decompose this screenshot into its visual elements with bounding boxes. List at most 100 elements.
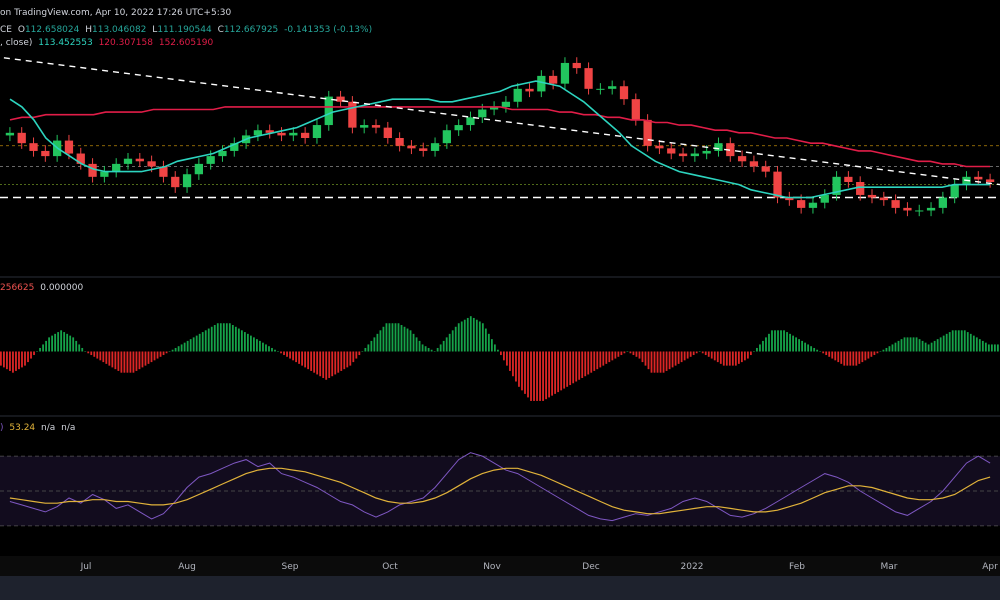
symbol-tail: CE — [0, 25, 12, 35]
macd-histogram-bar — [692, 351, 695, 356]
macd-histogram-bar — [180, 344, 183, 352]
macd-histogram-bar — [912, 337, 915, 352]
macd-histogram-bar — [87, 351, 90, 354]
time-axis: Jul Aug Sep Oct Nov Dec 2022 Feb Mar Apr — [80, 562, 999, 572]
macd-histogram-bar — [150, 351, 153, 363]
macd-histogram-bar — [289, 351, 291, 359]
price-pane — [0, 57, 1000, 217]
macd-histogram-bar — [448, 333, 451, 352]
macd-histogram-bar — [948, 332, 951, 352]
macd-histogram-bar — [307, 351, 310, 370]
macd-histogram-bar — [418, 340, 421, 352]
macd-histogram-bar — [740, 351, 743, 363]
macd-histogram-bar — [972, 335, 975, 352]
candle-body — [926, 207, 936, 211]
candle-body — [726, 143, 735, 157]
macd-histogram-bar — [662, 351, 665, 373]
candle-body — [785, 197, 794, 201]
price-header: on TradingView.com, Apr 10, 2022 17:26 U… — [0, 7, 234, 19]
macd-histogram-bar — [427, 347, 430, 352]
macd-histogram-bar — [527, 351, 529, 398]
macd-histogram-bar — [939, 337, 942, 352]
macd-histogram-bar — [12, 351, 14, 373]
macd-histogram-bar — [587, 351, 590, 375]
macd-histogram-bar — [487, 333, 490, 352]
macd-histogram-bar — [822, 351, 825, 354]
candle-body — [820, 194, 829, 203]
macd-histogram-bar — [114, 351, 117, 370]
time-axis-tick-label: Apr — [982, 562, 998, 572]
macd-histogram-bar — [496, 349, 499, 352]
macd-histogram-bar — [198, 333, 201, 352]
candle-body — [171, 176, 180, 188]
macd-histogram-bar — [798, 339, 800, 352]
macd-histogram-bar — [716, 351, 719, 363]
macd-histogram-bar — [599, 351, 602, 368]
macd-histogram-bar — [774, 330, 776, 352]
macd-histogram-bar — [596, 351, 599, 370]
candle-body — [714, 143, 723, 151]
candle-body — [501, 101, 511, 107]
macd-histogram-bar — [695, 351, 698, 354]
macd-histogram-bar — [608, 351, 611, 363]
macd-histogram-bar — [927, 344, 930, 352]
macd-histogram-bar — [265, 344, 267, 352]
macd-histogram-bar — [846, 351, 849, 366]
macd-histogram-bar — [867, 351, 870, 359]
macd-histogram-bar — [990, 344, 993, 352]
candle-body — [985, 179, 995, 182]
macd-histogram-bar — [313, 351, 316, 373]
macd-histogram-bar — [563, 351, 566, 389]
macd-histogram-bar — [349, 351, 352, 366]
macd-histogram-bar — [460, 321, 463, 352]
macd-histogram-bar — [762, 340, 764, 352]
macd-histogram-bar — [201, 332, 204, 352]
candle-body — [430, 143, 440, 151]
macd-histogram-bar — [319, 351, 322, 377]
macd-histogram-bar — [665, 351, 668, 371]
macd-histogram-bar — [746, 351, 749, 359]
macd-histogram-bar — [789, 333, 791, 352]
macd-histogram-bar — [539, 351, 541, 401]
macd-histogram-bar — [861, 351, 864, 363]
candle-body — [549, 75, 558, 84]
macd-histogram-bar — [391, 323, 394, 352]
time-axis-tick-label: Jul — [80, 562, 92, 572]
candle-body — [478, 109, 487, 118]
macd-histogram-bar — [72, 337, 75, 352]
candle-body — [29, 143, 38, 151]
macd-histogram-bar — [843, 351, 846, 366]
macd-histogram-bar — [801, 340, 804, 352]
macd-histogram-bar — [141, 351, 144, 368]
macd-histogram-bar — [581, 351, 584, 378]
macd-histogram-bar — [584, 351, 587, 377]
macd-histogram-bar — [171, 349, 174, 352]
candle-body — [938, 197, 947, 208]
candle-body — [112, 163, 121, 172]
macd-histogram-bar — [728, 351, 731, 366]
macd-histogram-bar — [409, 330, 412, 352]
macd-histogram-bar — [129, 351, 132, 373]
macd-histogram-bar — [243, 332, 246, 352]
macd-histogram-bar — [545, 351, 547, 400]
macd-histogram-bar — [686, 351, 689, 359]
macd-histogram-bar — [102, 351, 105, 363]
macd-histogram-bar — [855, 351, 858, 366]
candle-body — [667, 148, 676, 154]
macd-histogram-bar — [132, 351, 135, 373]
macd-histogram-bar — [713, 351, 716, 361]
macd-histogram-bar — [237, 328, 240, 352]
macd-histogram-bar — [888, 346, 891, 352]
candle-body — [844, 176, 853, 182]
macd-histogram-bar — [590, 351, 593, 373]
macd-histogram-bar — [475, 319, 478, 352]
macd-histogram-bar — [777, 330, 779, 352]
macd-histogram-bar — [108, 351, 111, 366]
macd-histogram-bar — [259, 340, 261, 352]
macd-histogram-bar — [93, 351, 96, 357]
macd-histogram-bar — [355, 351, 358, 359]
candle-body — [147, 161, 156, 167]
macd-histogram-bar — [722, 351, 725, 366]
macd-histogram-bar — [792, 335, 794, 352]
macd-histogram-bar — [168, 351, 171, 352]
